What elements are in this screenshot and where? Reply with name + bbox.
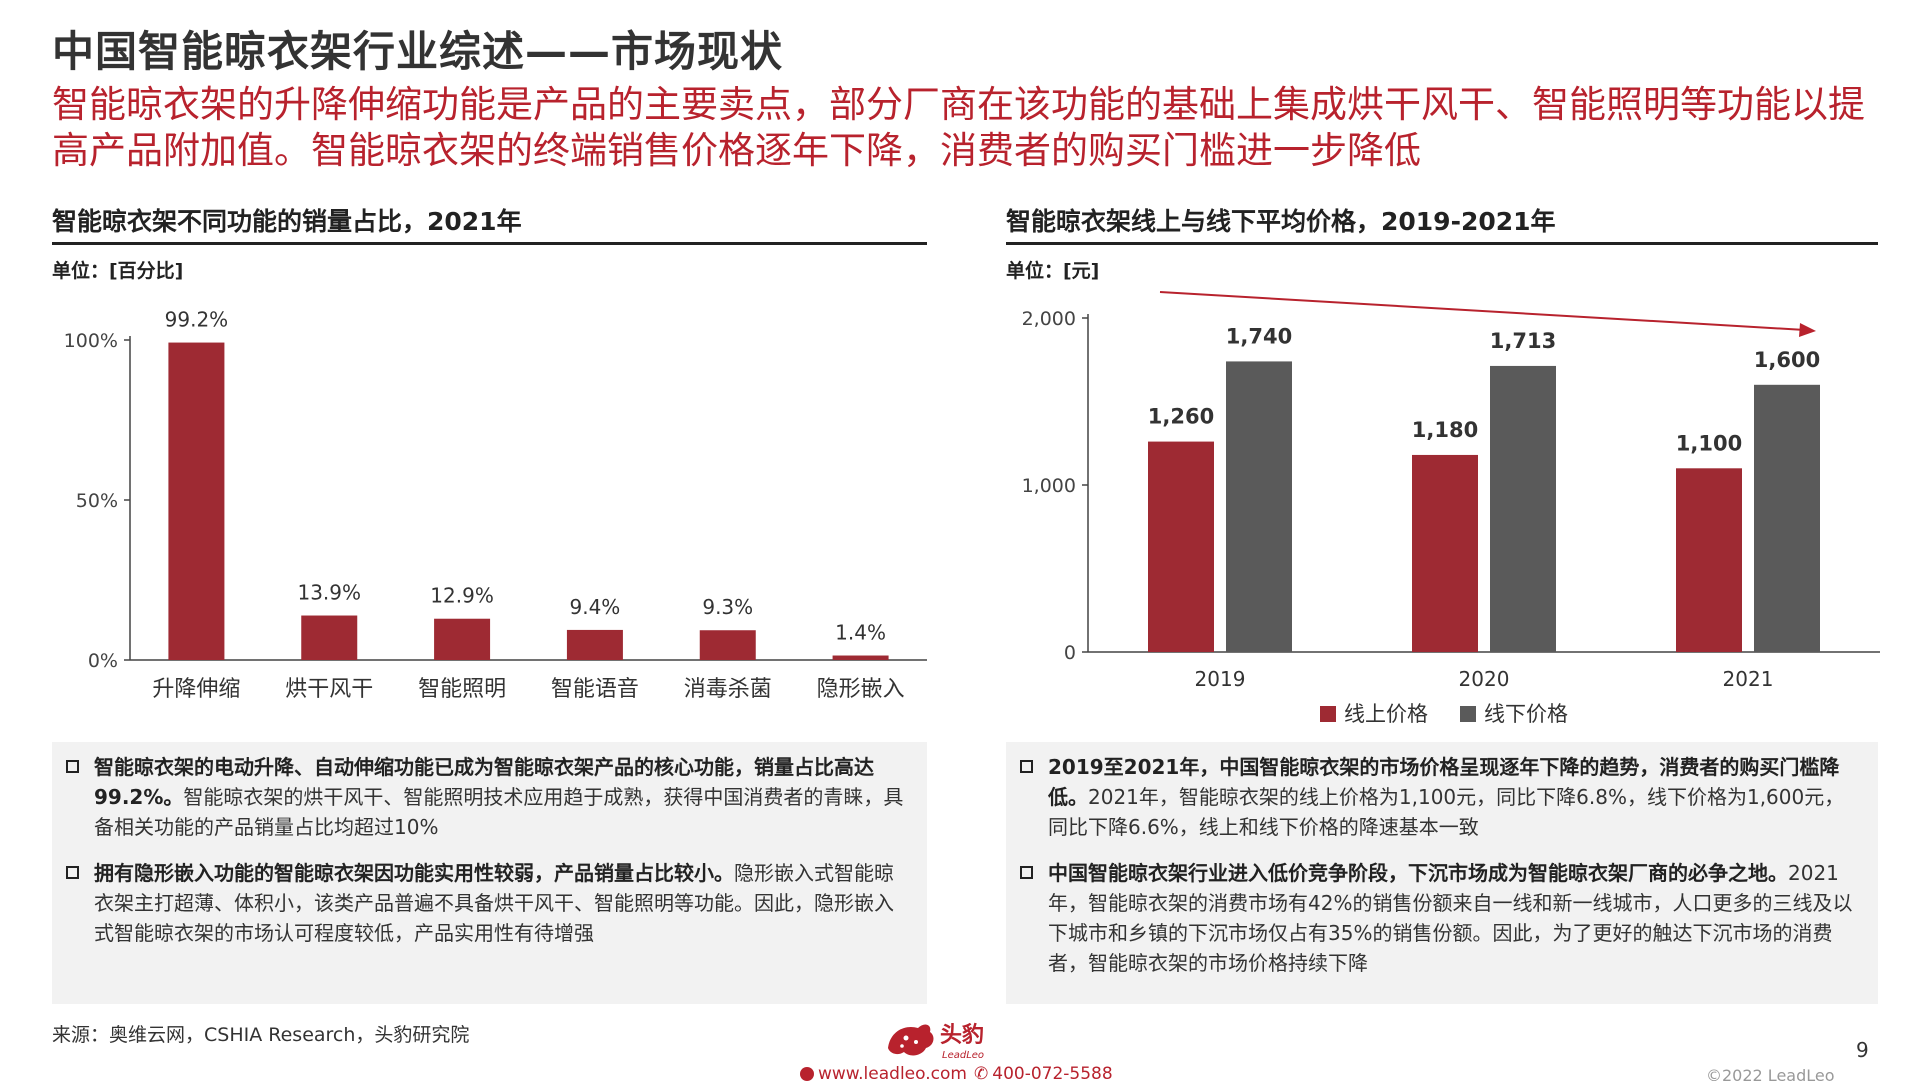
left-unit-label: 单位：[百分比] [52,260,184,282]
data-label: 1,713 [1490,329,1556,353]
checkbox-icon [1020,866,1033,879]
data-label: 12.9% [430,584,494,608]
data-label: 99.2% [165,308,229,332]
bar [434,618,491,660]
bar [1148,441,1214,652]
page-subtitle: 智能晾衣架的升降伸缩功能是产品的主要卖点，部分厂商在该功能的基础上集成烘干风干、… [52,83,1865,172]
y-tick-label: 50% [76,490,118,512]
checkbox-icon [1020,760,1033,773]
source-note: 来源：奥维云网，CSHIA Research，头豹研究院 [52,1024,470,1046]
logo-text: 头豹 [940,1022,984,1048]
bar [699,630,756,660]
bar [301,615,358,660]
x-tick-label: 隐形嵌入 [817,677,905,702]
right-unit-label: 单位：[元] [1006,260,1100,282]
note-lead: 2019至2021年，中国智能晾衣架的市场价格呈现逐年下降的趋势，消费者的购买门… [1048,755,1840,809]
note-body: 智能晾衣架的烘干风干、智能照明技术应用趋于成熟，获得中国消费者的青睐，具备相关功… [94,785,904,839]
bar [1226,361,1292,652]
left-note-1: 智能晾衣架的电动升降、自动伸缩功能已成为智能晾衣架产品的核心功能，销量占比高达9… [66,752,913,842]
x-tick-label: 智能照明 [418,677,506,702]
data-label: 1,100 [1676,431,1742,455]
bar [1490,365,1556,652]
bar [566,629,623,660]
data-label: 9.3% [702,595,753,619]
phone-icon: ✆ [974,1064,989,1084]
legend-label: 线下价格 [1484,702,1568,726]
x-tick-label: 2021 [1723,667,1774,691]
trend-arrow-head [1799,323,1816,337]
y-tick-label: 100% [64,330,118,352]
right-chart-title: 智能晾衣架线上与线下平均价格，2019-2021年 [1006,207,1556,236]
data-label: 1,600 [1754,348,1820,372]
data-label: 1,260 [1148,405,1214,429]
right-note-1: 2019至2021年，中国智能晾衣架的市场价格呈现逐年下降的趋势，消费者的购买门… [1020,752,1864,842]
web-icon [800,1067,814,1081]
note-body: 2021年，智能晾衣架的消费市场有42%的销售份额来自一线和新一线城市，人口更多… [1048,861,1853,975]
note-body: 隐形嵌入式智能晾衣架主打超薄、体积小，该类产品普遍不具备烘干风干、智能照明等功能… [94,861,894,945]
note-body: 2021年，智能晾衣架的线上价格为1,100元，同比下降6.8%，线下价格为1,… [1048,785,1845,839]
page-title: 中国智能晾衣架行业综述——市场现状 [52,27,784,76]
left-note-2: 拥有隐形嵌入功能的智能晾衣架因功能实用性较弱，产品销量占比较小。隐形嵌入式智能晾… [66,858,913,948]
y-tick-label: 0 [1064,642,1076,664]
page-number: 9 [1856,1038,1869,1062]
x-tick-label: 烘干风干 [285,677,373,702]
leopard-icon: 头豹 LeadLeo [888,1022,984,1061]
bar [168,342,225,660]
x-tick-label: 智能语音 [551,677,639,702]
website-link[interactable]: www.leadleo.com [800,1064,967,1084]
bar [1754,384,1820,652]
checkbox-icon [66,760,79,773]
right-title-rule [1006,242,1878,245]
legend-label: 线上价格 [1344,702,1428,726]
checkbox-icon [66,866,79,879]
x-tick-label: 2020 [1459,667,1510,691]
left-title-rule [52,242,927,245]
copyright: ©2022 LeadLeo [1706,1066,1835,1085]
note-lead: 智能晾衣架的电动升降、自动伸缩功能已成为智能晾衣架产品的核心功能，销量占比高达9… [94,755,874,809]
left-chart-title: 智能晾衣架不同功能的销量占比，2021年 [52,207,522,236]
function-share-chart: 0% 50% 100% 99.2% 升降伸缩 13.9% 烘干风干 12.9% 智能照明 9.4%… [64,308,927,702]
phone-text: 400-072-5588 [992,1064,1113,1084]
left-notes: 智能晾衣架的电动升降、自动伸缩功能已成为智能晾衣架产品的核心功能，销量占比高达9… [52,742,927,1004]
y-tick-label: 2,000 [1022,308,1076,330]
bar [1676,468,1742,652]
trend-arrow-line [1159,291,1806,331]
website-text: www.leadleo.com [818,1064,967,1084]
x-tick-label: 2019 [1195,667,1246,691]
leadleo-logo: 头豹 LeadLeo [884,1018,1034,1066]
x-tick-label: 升降伸缩 [152,677,240,702]
right-notes: 2019至2021年，中国智能晾衣架的市场价格呈现逐年下降的趋势，消费者的购买门… [1006,742,1878,1004]
note-lead: 拥有隐形嵌入功能的智能晾衣架因功能实用性较弱，产品销量占比较小。 [94,861,734,885]
phone-number: ✆ 400-072-5588 [974,1064,1113,1084]
note-lead: 中国智能晾衣架行业进入低价竞争阶段，下沉市场成为智能晾衣架厂商的必争之地。 [1048,861,1788,885]
legend-swatch [1460,706,1476,722]
right-note-2: 中国智能晾衣架行业进入低价竞争阶段，下沉市场成为智能晾衣架厂商的必争之地。202… [1020,858,1864,978]
data-label: 1.4% [835,621,886,645]
data-label: 9.4% [570,595,621,619]
data-label: 1,180 [1412,418,1478,442]
bar [832,655,889,660]
data-label: 13.9% [297,581,361,605]
data-label: 1,740 [1226,324,1292,348]
legend-swatch [1320,706,1336,722]
bar [1412,454,1478,652]
y-tick-label: 0% [88,650,118,672]
x-tick-label: 消毒杀菌 [684,677,772,702]
price-trend-chart: 0 1,000 2,000 1,260 1,740 2019 1,180 1,713 2020 1… [1022,291,1880,726]
y-tick-label: 1,000 [1022,475,1076,497]
logo-subtext: LeadLeo [942,1050,984,1061]
